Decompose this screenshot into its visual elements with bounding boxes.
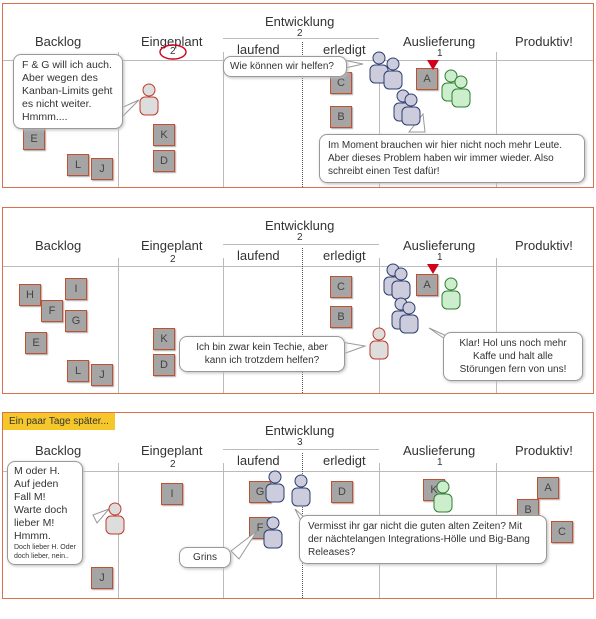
card-a[interactable]: A [416,274,438,296]
dev-limit: 2 [297,28,303,39]
person-blue-icon [383,57,403,90]
col-running: laufend [237,248,280,263]
dev-limit: 3 [297,437,303,448]
person-blue-icon [391,297,411,330]
col-done: erledigt [323,453,366,468]
person-blue-icon [393,89,413,122]
card-c[interactable]: C [330,276,352,298]
speech-bubble: M oder H. Auf jeden Fall M! Warte doch l… [7,461,83,565]
speech-bubble: Klar! Hol uns noch mehr Kaffe und halt a… [443,332,583,381]
card-d[interactable]: D [153,354,175,376]
card-l[interactable]: L [67,154,89,176]
dev-limit: 2 [297,232,303,243]
col-dev: Entwicklung [265,218,335,233]
card-b[interactable]: B [330,306,352,328]
card-h[interactable]: H [19,284,41,306]
card-g[interactable]: G [65,310,87,332]
col-planned: Eingeplant [141,238,203,253]
card-f[interactable]: F [249,517,271,539]
card-f[interactable]: F [41,300,63,322]
col-production: Produktiv! [515,238,573,253]
person-blue-icon [399,301,419,334]
planned-limit: 2 [170,46,176,57]
card-d[interactable]: D [331,481,353,503]
speech-bubble: Grins [179,547,231,568]
delivery-limit: 1 [437,457,443,468]
card-a[interactable]: A [416,68,438,90]
col-running: laufend [237,453,280,468]
col-dev: Entwicklung [265,14,335,29]
person-blue-icon [291,474,311,507]
col-planned: Eingeplant [141,34,203,49]
speech-bubble: Ich bin zwar kein Techie, aber kann ich … [179,336,345,372]
bubble-choice-small: Doch lieber H. Oder doch lieber, nein.. [14,544,76,560]
col-delivery: Auslieferung [403,238,476,253]
person-blue-icon [383,263,403,296]
card-l[interactable]: L [67,360,89,382]
col-dev: Entwicklung [265,423,335,438]
board-panel-1: Backlog Eingeplant Entwicklung 2 laufend… [2,3,594,188]
person-green-icon [441,277,461,310]
col-done: erledigt [323,248,366,263]
board-panel-3: Ein paar Tage später... Backlog Eingepla… [2,412,594,599]
person-blue-icon [391,267,411,300]
bubble-tail [407,112,426,133]
card-k[interactable]: K [153,124,175,146]
card-d[interactable]: D [153,150,175,172]
speech-bubble: Im Moment brauchen wir hier nicht noch m… [319,134,585,183]
col-running: laufend [237,42,280,57]
board-panel-2: Backlog Eingeplant 2 Entwicklung 2 laufe… [2,207,594,394]
bubble-tail [92,508,110,524]
card-g[interactable]: G [249,481,271,503]
card-j[interactable]: J [91,364,113,386]
col-production: Produktiv! [515,34,573,49]
bubble-choice-text: M oder H. Auf jeden Fall M! Warte doch l… [14,465,68,542]
time-tag: Ein paar Tage später... [3,413,115,430]
delivery-limit: 1 [437,48,443,59]
person-red-icon [105,502,125,535]
col-planned: Eingeplant [141,443,203,458]
speech-bubble: Vermisst ihr gar nicht die guten alten Z… [299,515,547,564]
planned-limit: 2 [170,254,176,265]
col-done: erledigt [323,42,366,57]
card-k[interactable]: K [423,479,445,501]
card-c[interactable]: C [551,521,573,543]
card-a[interactable]: A [537,477,559,499]
card-e[interactable]: E [25,332,47,354]
card-i[interactable]: I [65,278,87,300]
speech-bubble: Wie können wir helfen? [223,56,347,77]
card-j[interactable]: J [91,158,113,180]
card-b[interactable]: B [330,106,352,128]
col-delivery: Auslieferung [403,34,476,49]
col-backlog: Backlog [35,443,82,458]
card-e[interactable]: E [23,128,45,150]
col-backlog: Backlog [35,238,82,253]
col-delivery: Auslieferung [403,443,476,458]
person-red-icon [139,83,159,116]
col-production: Produktiv! [515,443,573,458]
card-i[interactable]: I [161,483,183,505]
delivery-limit: 1 [437,252,443,263]
person-blue-icon [401,93,421,126]
person-green-icon [451,75,471,108]
bubble-tail [120,99,140,117]
planned-limit: 2 [170,459,176,470]
col-backlog: Backlog [35,34,82,49]
card-j[interactable]: J [91,567,113,589]
person-green-icon [441,69,461,102]
card-k[interactable]: K [153,328,175,350]
speech-bubble: F & G will ich auch. Aber wegen des Kanb… [13,54,123,129]
